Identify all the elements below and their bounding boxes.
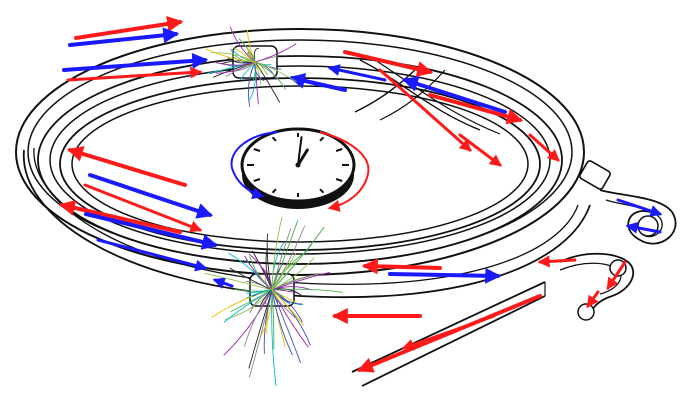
beam-arrow (88, 173, 214, 219)
beam-arrow (528, 133, 560, 162)
clock-icon (240, 127, 356, 209)
particle-track (254, 61, 297, 83)
particle-track (211, 289, 273, 318)
particle-track (223, 289, 273, 356)
clock-ticks (247, 133, 349, 197)
particle-track (249, 61, 256, 100)
particle-track (271, 252, 297, 291)
particle-track (260, 289, 273, 306)
beam-arrow (378, 68, 472, 152)
beam-arrow (83, 183, 203, 233)
particle-track (238, 37, 256, 63)
particle-track (271, 243, 313, 291)
particle-shower-icon (205, 26, 297, 107)
ring-crossover (359, 59, 481, 131)
clock-tick (319, 136, 325, 142)
beam-arrow (84, 212, 219, 250)
particle-track (230, 61, 256, 72)
particle-track (254, 43, 297, 63)
clock-tick (335, 178, 343, 182)
particle-track (248, 253, 273, 291)
particle-track (271, 220, 299, 291)
beam-arrows (58, 16, 663, 373)
beam-arrow (458, 133, 502, 167)
beam-arrow (96, 238, 208, 272)
beam-arrow (401, 314, 496, 351)
particle-track (271, 271, 331, 291)
particle-track (254, 61, 265, 82)
beam-arrow (361, 258, 442, 275)
beam-arrow (401, 76, 507, 114)
clock-tick (271, 188, 277, 194)
clock-tick (253, 148, 261, 152)
beam-arrow (625, 221, 662, 234)
beam-arrow (586, 290, 600, 308)
particle-shower-icon (204, 217, 343, 387)
beam-arrow (343, 50, 434, 77)
particle-track (271, 289, 302, 363)
clock-tick (319, 188, 325, 194)
particle-track (204, 272, 273, 291)
particle-track (248, 289, 273, 369)
particle-track (246, 289, 273, 299)
beam-arrow (388, 267, 502, 284)
beam-arrow (66, 66, 203, 82)
beam-arrow (616, 198, 663, 217)
clockwise-indicator (319, 131, 370, 212)
particle-track (248, 61, 256, 107)
particle-track (271, 289, 303, 323)
clock-tick (271, 136, 277, 142)
particle-track (264, 277, 273, 291)
particle-track (205, 48, 256, 63)
ring-crossover-2 (354, 64, 421, 113)
particle-track (242, 61, 256, 67)
particle-track (271, 289, 293, 356)
beam-arrow (74, 16, 184, 40)
beam-arrow (66, 146, 187, 187)
beam-arrow (68, 27, 180, 47)
particle-track (229, 267, 273, 291)
particle-track (271, 217, 283, 291)
beam-arrow (288, 73, 347, 92)
beam-arrow (537, 255, 577, 268)
clock-tick (335, 148, 343, 152)
particle-track (254, 61, 286, 90)
beam-arrow (58, 200, 182, 234)
beam-arrow (327, 64, 387, 82)
particle-track (271, 288, 343, 293)
beam-arrow (428, 93, 524, 125)
injector-loop-icon (579, 160, 677, 245)
particle-track (271, 289, 280, 302)
particle-track (271, 227, 292, 291)
particle-track (243, 289, 273, 347)
clock-minute-hand (297, 136, 303, 166)
particle-track (271, 289, 277, 387)
particle-track (229, 26, 256, 63)
particle-track (271, 289, 305, 326)
clock-tick (253, 178, 261, 182)
beam-arrow (212, 277, 234, 289)
clock-hour-hand (296, 148, 309, 167)
particle-track (215, 61, 256, 66)
ring-front-edge-inner (33, 147, 579, 285)
ring-front-edge (23, 149, 591, 299)
particle-track (254, 61, 281, 103)
beam-arrow (606, 260, 627, 291)
particle-track (223, 289, 273, 323)
beam-arrow (62, 52, 209, 72)
counterclockwise-indicator (230, 131, 279, 200)
